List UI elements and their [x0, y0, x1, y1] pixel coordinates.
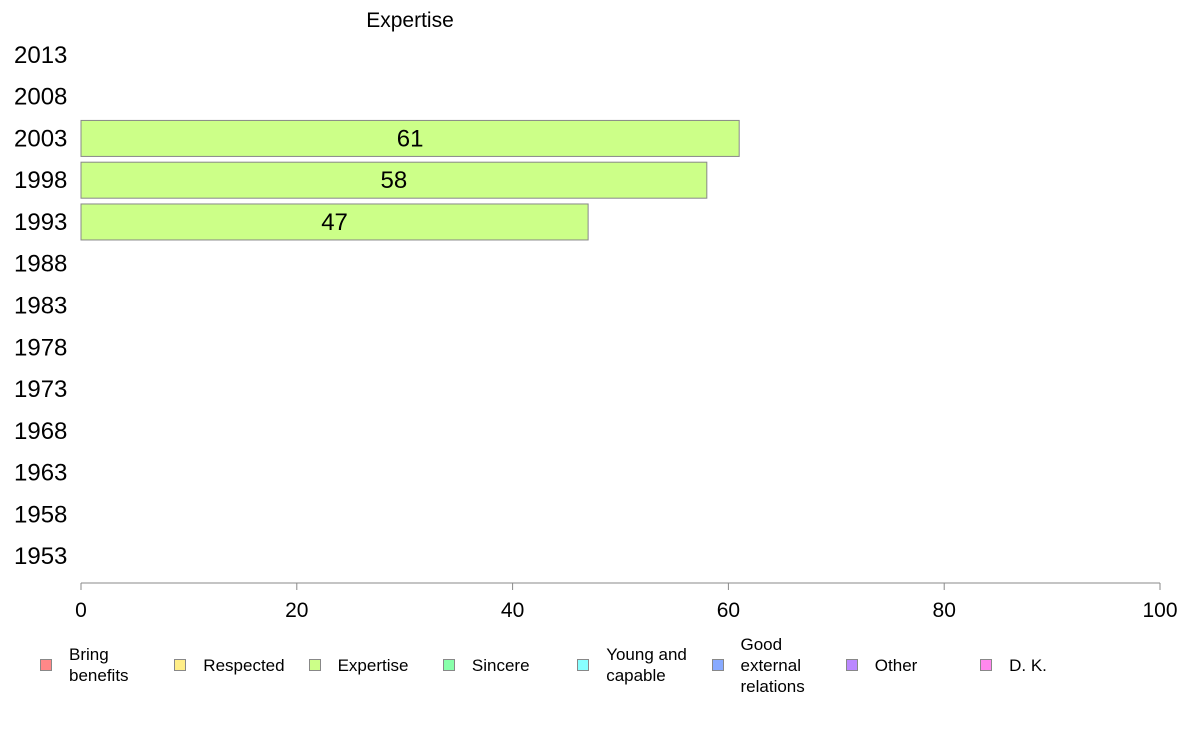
- y-tick-label: 1968: [14, 418, 67, 445]
- y-tick-label: 1963: [14, 460, 67, 487]
- bar-value-label: 61: [397, 125, 424, 152]
- legend: Bring benefits Respected Expertise Sincere Y…: [0, 630, 1188, 700]
- legend-label: Other: [874, 655, 918, 675]
- legend-label: Expertise: [337, 655, 409, 675]
- x-tick-label: 40: [501, 599, 524, 622]
- legend-item: D. K.: [980, 630, 1047, 700]
- legend-label: Young and capable: [606, 645, 687, 685]
- legend-label: D. K.: [1009, 655, 1047, 675]
- legend-swatch: [40, 659, 52, 671]
- legend-item: Young and capable: [577, 630, 687, 700]
- legend-swatch: [980, 659, 993, 671]
- legend-label: Respected: [203, 655, 285, 675]
- bar: [80, 119, 740, 157]
- bar-value-label: 58: [381, 167, 408, 194]
- x-tick-label: 60: [717, 599, 740, 622]
- y-tick-label: 2008: [14, 84, 67, 111]
- x-tick-label: 80: [933, 599, 956, 622]
- x-axis: 0 20 40 60 80 100: [75, 582, 1178, 622]
- x-tick-label: 20: [285, 599, 308, 622]
- y-tick-label: 1953: [14, 543, 67, 570]
- y-tick-label: 1998: [14, 167, 67, 194]
- y-tick-label: 1983: [14, 293, 67, 320]
- y-tick-label: 1978: [14, 334, 67, 361]
- legend-item: Bring benefits: [40, 630, 129, 700]
- legend-swatch: [577, 659, 590, 671]
- bar: [80, 161, 708, 199]
- chart-title: Expertise: [366, 9, 454, 32]
- legend-swatch: [308, 659, 321, 671]
- x-tick-label: 0: [75, 599, 87, 622]
- chart: Expertise 2013 2008 2003 1998 1993 1988 1983 19…: [14, 9, 1178, 622]
- bar: [80, 203, 589, 241]
- legend-item: Expertise: [308, 630, 409, 700]
- y-tick-label: 2003: [14, 125, 67, 152]
- legend-item: Other: [845, 630, 918, 700]
- legend-label: Good external relations: [740, 634, 805, 696]
- y-tick-label: 1973: [14, 376, 67, 403]
- y-tick-label: 1958: [14, 501, 67, 528]
- x-tick-label: 100: [1142, 599, 1177, 622]
- y-tick-label: 1988: [14, 251, 67, 278]
- legend-label: Sincere: [471, 655, 530, 675]
- legend-swatch: [845, 659, 858, 671]
- y-axis-ticks: 2013 2008 2003 1998 1993 1988 1983 1978 1973 1968…: [14, 42, 67, 570]
- legend-item: Respected: [174, 630, 285, 700]
- y-tick-label: 1993: [14, 209, 67, 236]
- legend-label: Bring benefits: [69, 645, 129, 685]
- legend-item: Sincere: [442, 630, 530, 700]
- legend-swatch: [442, 659, 455, 671]
- y-tick-label: 2013: [14, 42, 67, 69]
- bar-value-label: 47: [321, 209, 348, 236]
- legend-item: Good external relations: [711, 630, 805, 700]
- bars: 61 58 47: [80, 119, 740, 241]
- legend-swatch: [711, 659, 724, 671]
- legend-swatch: [174, 659, 187, 671]
